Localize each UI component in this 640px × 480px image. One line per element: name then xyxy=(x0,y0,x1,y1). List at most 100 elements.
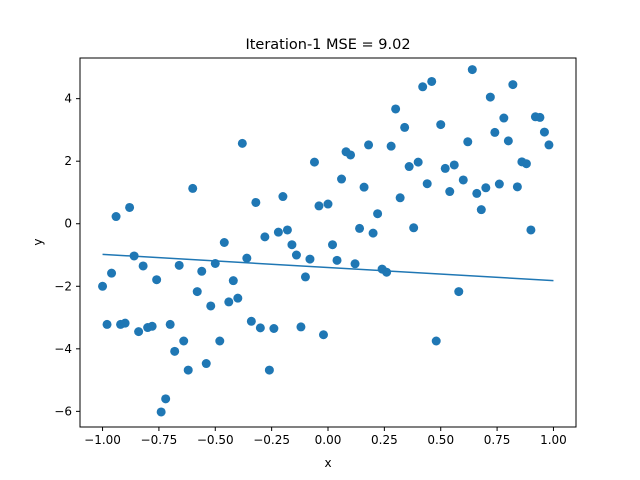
data-point-11 xyxy=(147,321,157,331)
data-point-84 xyxy=(476,205,486,215)
data-point-57 xyxy=(355,223,365,233)
data-point-72 xyxy=(422,179,432,189)
data-point-52 xyxy=(332,255,342,265)
chart-title: Iteration-1 MSE = 9.02 xyxy=(245,37,410,53)
x-tick-label: −0.75 xyxy=(141,433,178,447)
y-tick-label: 2 xyxy=(64,154,72,168)
data-point-36 xyxy=(260,232,270,242)
data-point-95 xyxy=(526,225,536,235)
data-point-76 xyxy=(440,163,450,173)
data-point-78 xyxy=(449,160,459,170)
data-point-60 xyxy=(368,228,378,238)
data-point-73 xyxy=(427,76,437,86)
data-point-22 xyxy=(197,266,207,276)
data-point-3 xyxy=(111,212,121,222)
y-tick-label: 0 xyxy=(64,217,72,231)
data-point-83 xyxy=(472,188,482,198)
data-point-51 xyxy=(328,240,338,250)
data-point-77 xyxy=(445,187,455,197)
data-point-50 xyxy=(323,199,333,209)
plot-area: −1.00 −0.75 −0.50 −0.25 0.00 0.25 0.50 0.75 1.00… xyxy=(54,57,577,447)
x-axis-ticks: −1.00 −0.75 −0.50 −0.25 0.00 0.25 0.50 0.75 1.00 xyxy=(84,427,567,447)
data-point-63 xyxy=(382,267,392,277)
data-point-24 xyxy=(206,301,216,311)
data-point-38 xyxy=(269,324,279,333)
data-point-47 xyxy=(309,157,319,167)
data-point-16 xyxy=(170,346,180,356)
data-point-34 xyxy=(251,197,261,207)
data-point-20 xyxy=(188,183,198,193)
regression-line xyxy=(102,253,554,282)
data-point-97 xyxy=(535,112,545,122)
data-point-32 xyxy=(242,253,252,263)
y-axis-ticks: −6 −4 −2 0 2 4 xyxy=(54,92,80,418)
data-point-1 xyxy=(102,319,112,329)
data-point-8 xyxy=(134,327,144,337)
x-tick-label: −1.00 xyxy=(84,433,121,447)
data-point-17 xyxy=(174,260,184,270)
x-tick-label: 0.50 xyxy=(427,433,454,447)
data-point-37 xyxy=(264,365,274,375)
data-point-35 xyxy=(255,323,265,333)
data-point-0 xyxy=(98,281,108,291)
data-point-53 xyxy=(337,174,347,184)
points-layer xyxy=(98,65,554,417)
data-point-89 xyxy=(499,113,509,123)
data-point-42 xyxy=(287,240,297,250)
data-point-49 xyxy=(318,330,328,340)
x-tick-label: 0.00 xyxy=(315,433,342,447)
data-point-40 xyxy=(278,192,288,202)
data-point-88 xyxy=(494,179,504,189)
data-point-28 xyxy=(224,297,234,307)
data-point-61 xyxy=(373,209,383,219)
y-tick-label: −4 xyxy=(54,342,72,356)
data-point-98 xyxy=(539,127,549,137)
data-point-65 xyxy=(391,104,401,114)
data-point-55 xyxy=(346,150,356,160)
data-point-9 xyxy=(138,261,148,271)
data-point-92 xyxy=(512,182,522,192)
data-point-23 xyxy=(201,359,211,369)
data-point-58 xyxy=(359,182,369,192)
y-tick-label: −2 xyxy=(54,279,72,293)
data-point-44 xyxy=(296,322,306,332)
data-point-18 xyxy=(179,336,189,346)
data-point-59 xyxy=(364,140,374,150)
y-axis-label: y xyxy=(31,238,45,245)
data-point-66 xyxy=(395,193,405,203)
data-point-5 xyxy=(120,318,130,328)
x-tick-label: 1.00 xyxy=(540,433,567,447)
data-point-70 xyxy=(413,157,423,167)
data-point-69 xyxy=(409,223,419,233)
data-point-56 xyxy=(350,259,360,269)
data-point-29 xyxy=(228,276,238,286)
data-point-26 xyxy=(215,336,225,346)
data-point-67 xyxy=(400,122,410,132)
data-point-19 xyxy=(183,365,193,375)
data-point-14 xyxy=(161,394,171,404)
data-point-80 xyxy=(458,175,468,185)
x-tick-label: 0.25 xyxy=(371,433,398,447)
data-point-82 xyxy=(467,65,477,75)
data-point-48 xyxy=(314,201,324,211)
data-point-99 xyxy=(544,140,554,150)
data-point-31 xyxy=(237,138,247,148)
data-point-41 xyxy=(282,225,292,235)
data-point-27 xyxy=(219,238,229,247)
data-point-90 xyxy=(503,136,513,146)
data-point-30 xyxy=(233,293,243,303)
data-point-74 xyxy=(431,336,441,346)
data-point-6 xyxy=(125,202,135,212)
data-point-13 xyxy=(156,407,166,417)
data-point-15 xyxy=(165,319,175,329)
data-point-71 xyxy=(418,82,428,92)
data-point-45 xyxy=(300,272,310,282)
data-point-86 xyxy=(485,92,495,102)
data-point-68 xyxy=(404,162,414,172)
data-point-33 xyxy=(246,316,256,326)
data-point-46 xyxy=(305,254,315,264)
data-point-2 xyxy=(107,268,117,278)
data-point-12 xyxy=(152,275,162,285)
y-tick-label: −6 xyxy=(54,404,72,418)
